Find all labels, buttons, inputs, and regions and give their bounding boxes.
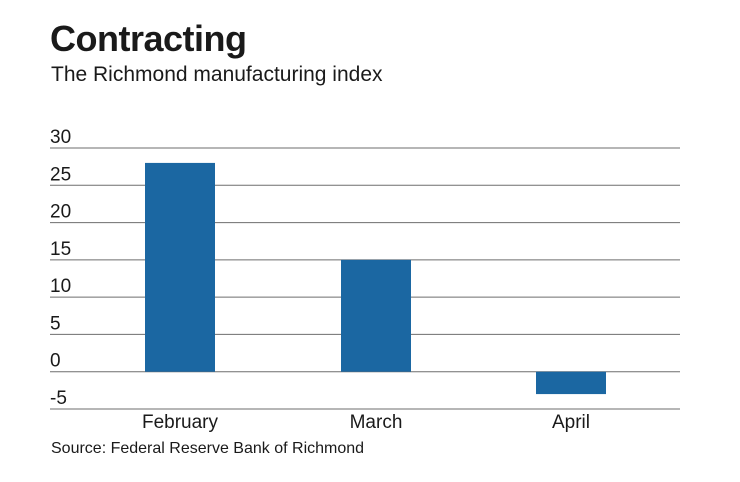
source-note: Source: Federal Reserve Bank of Richmond: [51, 440, 365, 457]
bars: [145, 162, 606, 395]
y-tick-label: 5: [50, 313, 61, 334]
y-tick-label: -5: [50, 388, 67, 409]
x-category-label: April: [552, 412, 590, 433]
y-tick-label: 20: [50, 202, 71, 223]
chart-title: Contracting: [50, 18, 247, 59]
x-category-label: February: [142, 412, 219, 433]
y-tick-label: 25: [50, 164, 71, 185]
bar-march: [341, 259, 411, 372]
x-axis-category-labels: February March April: [142, 412, 590, 433]
chart-subtitle: The Richmond manufacturing index: [51, 63, 383, 86]
x-category-label: March: [350, 412, 403, 433]
y-tick-label: 15: [50, 239, 71, 260]
y-tick-label: 10: [50, 276, 71, 297]
bar-february: [145, 162, 215, 372]
bar-april: [536, 371, 606, 395]
y-tick-label: 0: [50, 351, 61, 372]
y-tick-label: 30: [50, 127, 71, 148]
y-axis-tick-labels: -5 0 5 10 15 20 25 30: [50, 127, 71, 409]
